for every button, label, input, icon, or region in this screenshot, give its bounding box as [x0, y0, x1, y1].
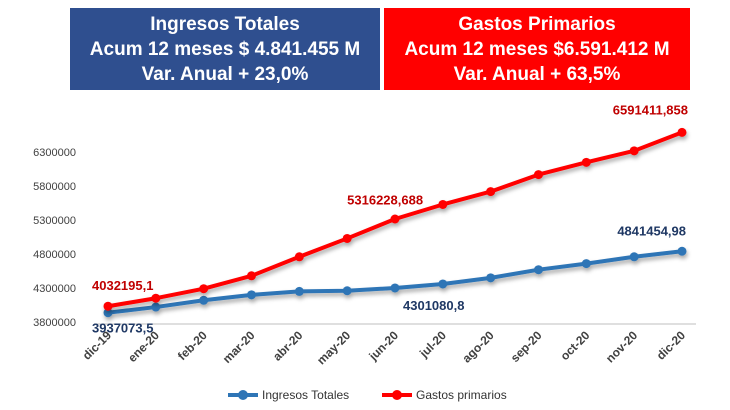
data-point	[342, 286, 352, 296]
data-label: 4301080,8	[403, 298, 464, 313]
ingresos-accumulated: Acum 12 meses $ 4.841.455 M	[89, 39, 361, 60]
chart-series	[103, 127, 687, 318]
data-point	[677, 246, 687, 256]
x-tick-label: sep-20	[508, 328, 545, 365]
x-tick-label: ago-20	[460, 328, 497, 365]
series-line	[106, 249, 684, 315]
series-gastos-primarios	[103, 127, 687, 311]
x-tick-label: mar-20	[220, 328, 258, 366]
data-point	[581, 157, 591, 167]
data-label: 6591411,858	[613, 102, 688, 117]
data-point	[534, 170, 543, 180]
y-tick-label: 5300000	[33, 215, 76, 227]
legend-label-gastos: Gastos primarios	[416, 388, 507, 402]
data-point	[247, 271, 256, 281]
data-point	[581, 259, 591, 269]
data-point	[677, 127, 687, 137]
data-label: 4032195,1	[92, 278, 153, 293]
x-tick-label: jun-20	[366, 328, 402, 364]
data-point	[151, 293, 161, 303]
data-label: 5316228,688	[347, 192, 423, 207]
data-point	[342, 233, 352, 243]
data-point	[199, 284, 209, 294]
data-point	[629, 146, 639, 156]
y-tick-label: 4300000	[33, 283, 76, 295]
chart-data-labels: 3937073,5 4301080,8 4841454,98 4032195,1 531…	[92, 102, 688, 335]
data-point	[103, 301, 113, 311]
data-point	[534, 265, 543, 275]
x-tick-label: abr-20	[270, 328, 306, 364]
data-point	[103, 308, 113, 318]
data-point	[199, 295, 209, 305]
data-label: 3937073,5	[92, 321, 153, 336]
data-point	[486, 273, 496, 283]
y-tick-label: 3800000	[33, 317, 76, 329]
data-point	[438, 199, 448, 209]
ingresos-summary-box: Ingresos Totales Acum 12 meses $ 4.841.4…	[70, 8, 380, 90]
gastos-summary-box: Gastos Primarios Acum 12 meses $6.591.41…	[384, 8, 690, 90]
data-point	[151, 302, 161, 312]
data-point	[247, 290, 256, 300]
x-tick-label: dic-20	[654, 328, 689, 363]
data-point	[390, 283, 400, 293]
ingresos-title: Ingresos Totales	[150, 14, 300, 35]
line-chart: 3800000 4300000 4800000 5300000 5800000 63000…	[33, 102, 696, 367]
data-point	[294, 286, 304, 296]
legend-swatch-ingresos	[228, 390, 258, 400]
x-tick-label: oct-20	[558, 328, 593, 363]
legend-item-gastos: Gastos primarios	[382, 386, 507, 404]
legend-swatch-gastos	[382, 390, 412, 400]
ingresos-variation: Var. Anual + 23,0%	[141, 64, 309, 85]
x-tick-label: nov-20	[603, 328, 640, 365]
gastos-variation: Var. Anual + 63,5%	[453, 64, 621, 85]
legend-item-ingresos: Ingresos Totales	[228, 386, 349, 404]
y-tick-label: 6300000	[33, 147, 76, 159]
series-ingresos-totales	[103, 246, 687, 318]
data-point	[294, 252, 304, 262]
gastos-accumulated: Acum 12 meses $6.591.412 M	[404, 39, 670, 60]
data-point	[486, 187, 496, 197]
data-point	[629, 252, 639, 262]
data-point	[390, 214, 400, 224]
y-tick-label: 5800000	[33, 181, 76, 193]
data-label: 4841454,98	[617, 223, 686, 238]
y-tick-label: 4800000	[33, 249, 76, 261]
x-tick-label: jul-20	[416, 328, 449, 361]
data-point	[438, 279, 448, 289]
legend-label-ingresos: Ingresos Totales	[262, 388, 350, 402]
x-tick-label: may-20	[314, 328, 353, 367]
gastos-title: Gastos Primarios	[458, 14, 616, 35]
x-tick-label: feb-20	[175, 328, 210, 363]
